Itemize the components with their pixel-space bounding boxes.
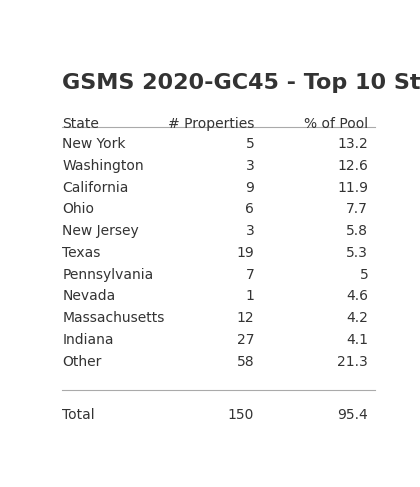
- Text: 7: 7: [246, 268, 255, 281]
- Text: 95.4: 95.4: [338, 408, 368, 422]
- Text: 12.6: 12.6: [337, 159, 368, 173]
- Text: Washington: Washington: [62, 159, 144, 173]
- Text: 150: 150: [228, 408, 255, 422]
- Text: Nevada: Nevada: [62, 289, 116, 303]
- Text: 5.8: 5.8: [346, 224, 368, 238]
- Text: Indiana: Indiana: [62, 333, 114, 347]
- Text: 5: 5: [360, 268, 368, 281]
- Text: 4.6: 4.6: [346, 289, 368, 303]
- Text: 12: 12: [237, 311, 255, 325]
- Text: Total: Total: [62, 408, 95, 422]
- Text: 5: 5: [246, 137, 255, 151]
- Text: Ohio: Ohio: [62, 203, 94, 216]
- Text: GSMS 2020-GC45 - Top 10 States: GSMS 2020-GC45 - Top 10 States: [62, 74, 420, 94]
- Text: 3: 3: [246, 159, 255, 173]
- Text: 21.3: 21.3: [338, 355, 368, 369]
- Text: 7.7: 7.7: [346, 203, 368, 216]
- Text: 4.1: 4.1: [346, 333, 368, 347]
- Text: Texas: Texas: [62, 246, 101, 260]
- Text: State: State: [62, 116, 99, 131]
- Text: Pennsylvania: Pennsylvania: [62, 268, 154, 281]
- Text: 1: 1: [245, 289, 255, 303]
- Text: 58: 58: [237, 355, 255, 369]
- Text: 19: 19: [236, 246, 255, 260]
- Text: 6: 6: [245, 203, 255, 216]
- Text: Other: Other: [62, 355, 102, 369]
- Text: 13.2: 13.2: [338, 137, 368, 151]
- Text: 5.3: 5.3: [346, 246, 368, 260]
- Text: New York: New York: [62, 137, 126, 151]
- Text: 4.2: 4.2: [346, 311, 368, 325]
- Text: # Properties: # Properties: [168, 116, 255, 131]
- Text: 27: 27: [237, 333, 255, 347]
- Text: Massachusetts: Massachusetts: [62, 311, 165, 325]
- Text: California: California: [62, 181, 129, 195]
- Text: New Jersey: New Jersey: [62, 224, 139, 238]
- Text: % of Pool: % of Pool: [304, 116, 368, 131]
- Text: 9: 9: [245, 181, 255, 195]
- Text: 11.9: 11.9: [337, 181, 368, 195]
- Text: 3: 3: [246, 224, 255, 238]
